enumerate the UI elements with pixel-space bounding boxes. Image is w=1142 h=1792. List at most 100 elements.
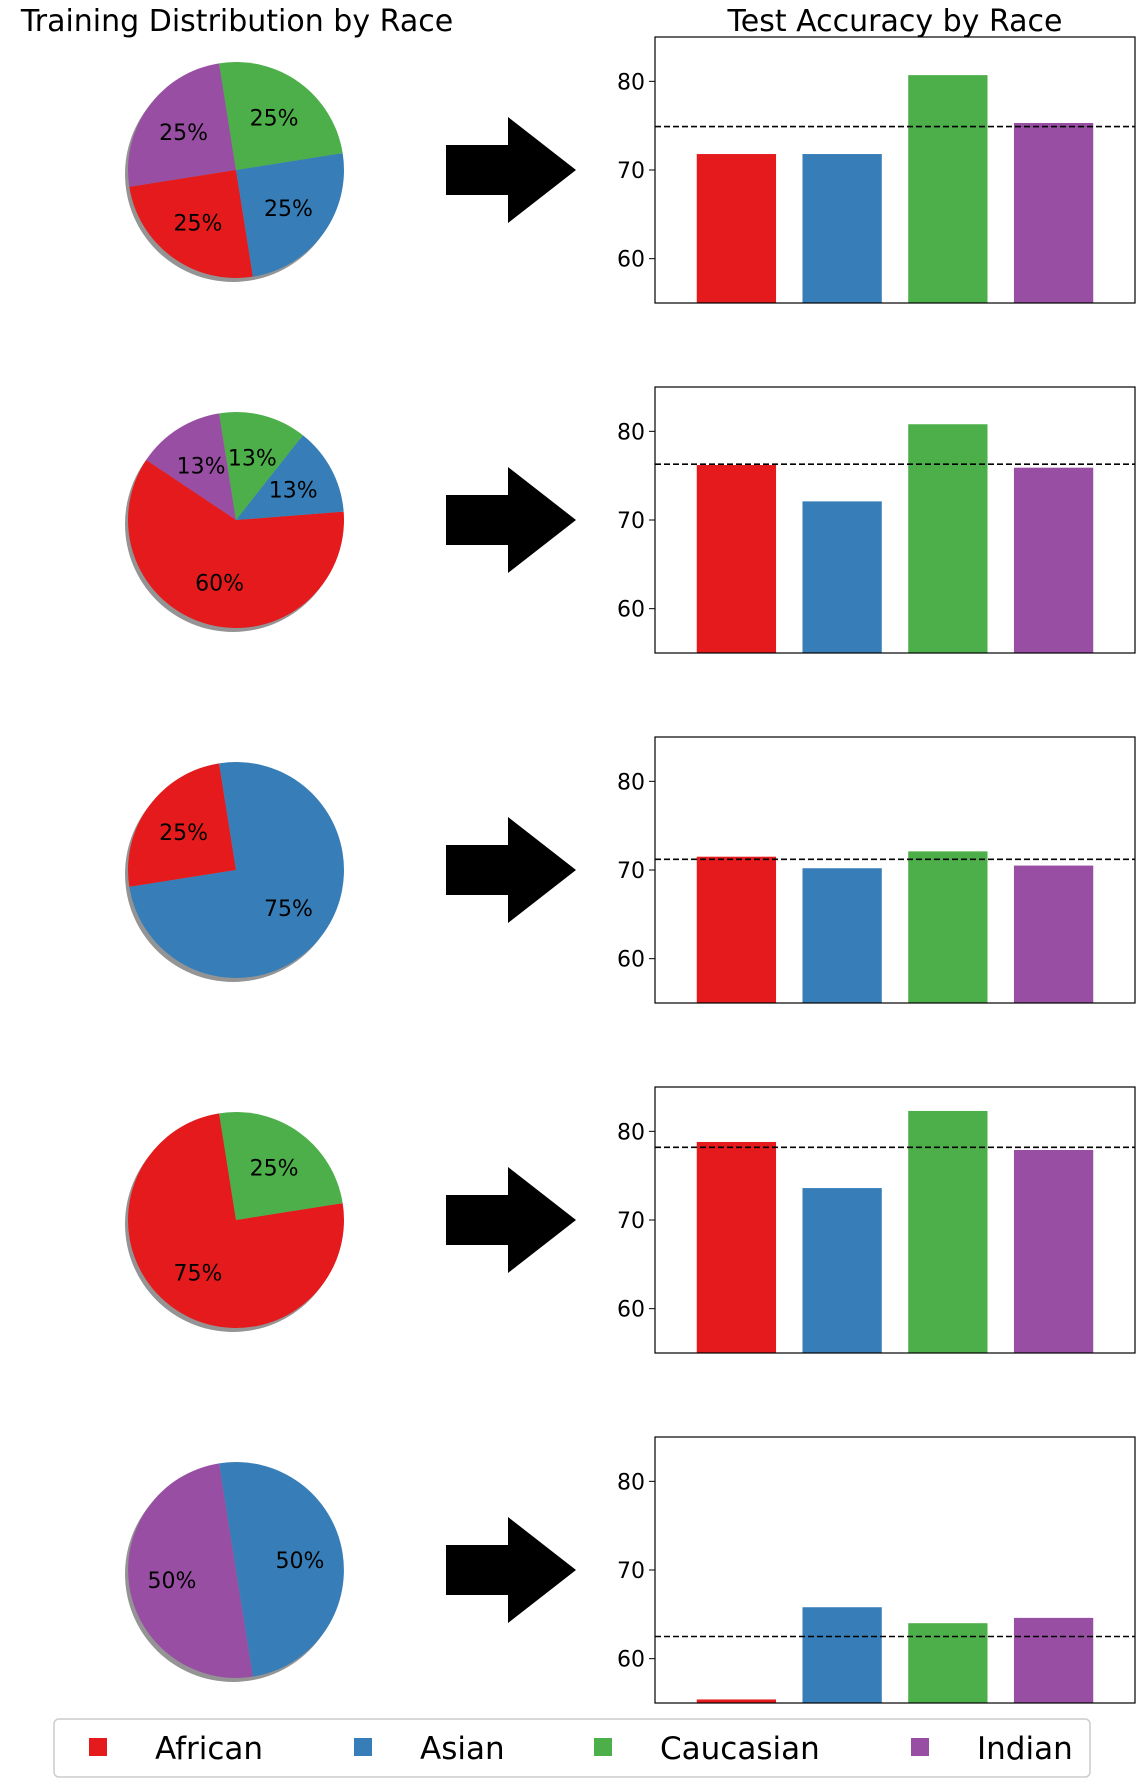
pie-slice-label: 13% xyxy=(228,446,277,471)
pie-slice-indian xyxy=(128,1463,253,1678)
y-tick-label: 80 xyxy=(617,770,645,795)
bar-asian xyxy=(802,154,882,303)
left-column-title: Training Distribution by Race xyxy=(20,4,453,39)
pie-chart: 75% 25% xyxy=(125,1112,345,1332)
row-1: 25% 25% 25% 25% 60 70 80 xyxy=(125,36,1136,304)
bar-asian xyxy=(802,1607,882,1703)
pie-slice-asian xyxy=(219,1462,344,1677)
y-tick-label: 60 xyxy=(617,1298,645,1323)
pie-slice-caucasian xyxy=(219,412,303,520)
pie-chart: 50% 50% xyxy=(125,1462,344,1682)
bar-african xyxy=(696,856,777,1003)
bar-caucasian xyxy=(908,1110,988,1353)
bar-caucasian xyxy=(908,75,988,303)
right-arrow-icon xyxy=(446,117,576,223)
chart-rows: 25%25%25%25%60708013%60%13%13%60708025%7… xyxy=(125,36,1136,1704)
pie-slice-label: 25% xyxy=(159,121,208,146)
bar-caucasian xyxy=(908,1623,988,1703)
bar-caucasian xyxy=(908,424,988,653)
pie-slice-african xyxy=(127,763,236,887)
pie-slice-label: 60% xyxy=(195,572,244,597)
legend-marker-african xyxy=(89,1738,107,1756)
bar-african xyxy=(696,465,777,653)
bar-chart: 60 70 80 xyxy=(617,1436,1136,1704)
y-tick-label: 80 xyxy=(617,70,645,95)
bar-african xyxy=(696,1699,777,1703)
pie-chart: 13%60%13%13% xyxy=(125,412,344,632)
bar-asian xyxy=(802,868,882,1003)
row-5: 50% 50% 60 70 80 xyxy=(125,1436,1136,1704)
legend-marker-caucasian xyxy=(594,1738,612,1756)
bar-asian xyxy=(802,501,882,653)
pie-slice-label: 13% xyxy=(269,478,318,503)
y-tick-label: 70 xyxy=(617,859,645,884)
legend: African Asian Caucasian Indian xyxy=(53,1718,1091,1778)
row-3: 25% 75% 60 70 80 xyxy=(125,736,1136,1004)
bar-chart: 60 70 80 xyxy=(617,1086,1136,1354)
y-tick-label: 70 xyxy=(617,509,645,534)
bar-indian xyxy=(1013,467,1094,653)
pie-slice-indian xyxy=(146,413,236,520)
bar-chart: 60 70 80 xyxy=(617,36,1136,304)
pie-slice-label: 25% xyxy=(173,211,222,236)
legend-label-asian: Asian xyxy=(420,1731,505,1767)
bar-indian xyxy=(1013,123,1094,303)
row-4: 75% 25% 60 70 80 xyxy=(125,1086,1136,1354)
pie-chart: 25% 75% xyxy=(125,761,345,982)
legend-label-african: African xyxy=(155,1731,263,1767)
pie-slice-label: 50% xyxy=(276,1549,325,1574)
right-arrow-icon xyxy=(446,1517,576,1623)
bar-indian xyxy=(1013,1617,1094,1703)
y-tick-label: 60 xyxy=(617,248,645,273)
axes-frame xyxy=(654,1086,1136,1354)
bar-indian xyxy=(1013,865,1094,1003)
y-tick-label: 60 xyxy=(617,948,645,973)
y-tick-label: 80 xyxy=(617,1120,645,1145)
axes-frame xyxy=(654,386,1136,654)
bar-african xyxy=(696,154,777,303)
pie-slice-label: 75% xyxy=(173,1261,222,1286)
right-arrow-icon xyxy=(446,1167,576,1273)
legend-marker-asian xyxy=(354,1738,372,1756)
bar-chart: 60 70 80 xyxy=(617,386,1136,654)
bar-asian xyxy=(802,1188,882,1353)
pie-slice-label: 25% xyxy=(250,107,299,132)
y-tick-label: 70 xyxy=(617,1559,645,1584)
pie-slice-label: 25% xyxy=(159,821,208,846)
axes-frame xyxy=(654,736,1136,1004)
bar-caucasian xyxy=(908,851,988,1003)
legend-label-caucasian: Caucasian xyxy=(660,1731,820,1767)
y-tick-label: 70 xyxy=(617,159,645,184)
pie-slice-african xyxy=(129,170,253,279)
legend-marker-indian xyxy=(911,1738,929,1756)
right-column-title: Test Accuracy by Race xyxy=(727,4,1063,39)
y-tick-label: 80 xyxy=(617,1470,645,1495)
pie-slice-african xyxy=(128,1113,345,1329)
pie-slice-label: 50% xyxy=(148,1569,197,1594)
y-tick-label: 60 xyxy=(617,598,645,623)
axes-frame xyxy=(654,1436,1136,1704)
y-tick-label: 60 xyxy=(617,1648,645,1673)
pie-slice-label: 25% xyxy=(264,197,313,222)
pie-slice-caucasian xyxy=(219,1112,343,1220)
bar-african xyxy=(696,1141,777,1353)
pie-slice-asian xyxy=(129,761,345,978)
pie-slice-label: 75% xyxy=(264,897,313,922)
pie-chart: 25% 25% 25% 25% xyxy=(125,61,345,282)
y-tick-label: 80 xyxy=(617,420,645,445)
pie-slice-asian xyxy=(236,435,344,520)
pie-slice-african xyxy=(128,460,344,628)
pie-slice-indian xyxy=(127,63,236,187)
right-arrow-icon xyxy=(446,817,576,923)
right-arrow-icon xyxy=(446,467,576,573)
pie-slice-caucasian xyxy=(219,61,343,171)
legend-label-indian: Indian xyxy=(977,1731,1073,1767)
legend-box xyxy=(53,1718,1091,1778)
pie-slice-label: 25% xyxy=(250,1157,299,1182)
pie-slice-asian xyxy=(236,153,345,277)
y-tick-label: 70 xyxy=(617,1209,645,1234)
pie-slice-label: 13% xyxy=(177,454,226,479)
bar-indian xyxy=(1013,1149,1094,1353)
